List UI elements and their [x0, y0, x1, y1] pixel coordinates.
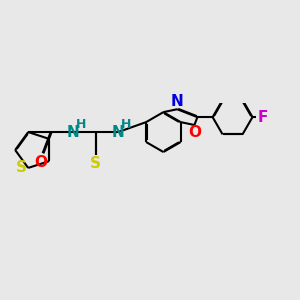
- Text: N: N: [171, 94, 184, 109]
- Text: O: O: [188, 125, 201, 140]
- Text: N: N: [67, 124, 80, 140]
- Text: O: O: [35, 155, 48, 170]
- Text: H: H: [121, 118, 131, 130]
- Text: N: N: [112, 124, 124, 140]
- Text: F: F: [257, 110, 268, 124]
- Text: S: S: [90, 156, 101, 171]
- Text: H: H: [76, 118, 86, 130]
- Text: S: S: [16, 160, 27, 175]
